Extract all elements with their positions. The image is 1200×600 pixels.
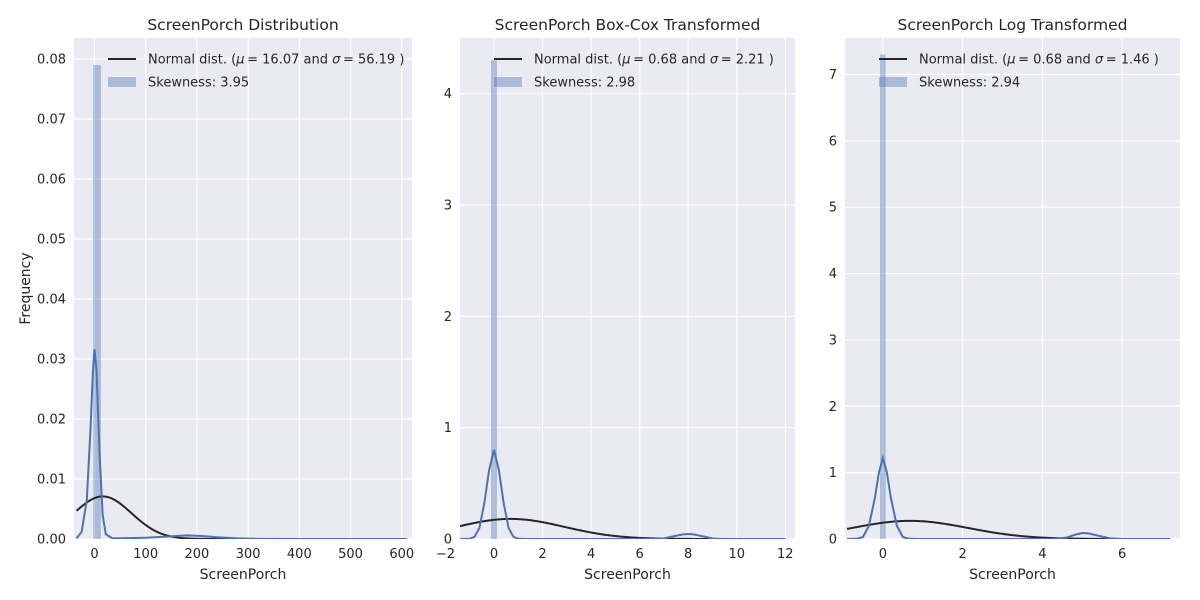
- x-tick-label: 0: [90, 547, 98, 562]
- legend-normal-label-part: μ: [621, 53, 630, 68]
- y-tick-label: 0.01: [37, 473, 66, 488]
- legend-skew-swatch: [879, 77, 907, 87]
- axes-background: [845, 38, 1180, 539]
- axes-background: [460, 38, 795, 539]
- x-tick-label: 4: [1038, 547, 1046, 562]
- y-tick-label: 0.03: [37, 353, 66, 368]
- legend-normal-label-part: = 56.19: [340, 53, 399, 68]
- legend-skew-label: Skewness: 2.94: [919, 76, 1020, 91]
- legend-skew-swatch: [108, 77, 136, 87]
- normal-fit-line: [75, 495, 407, 539]
- x-tick-label: 0: [490, 547, 498, 562]
- x-tick-label: 400: [287, 547, 312, 562]
- kde-line: [846, 454, 1171, 539]
- histogram-bar: [491, 60, 497, 539]
- legend-normal-label-part: = 1.46: [1103, 53, 1154, 68]
- x-tick-label: 10: [728, 547, 745, 562]
- plot-area: [75, 65, 407, 539]
- x-tick-label: 200: [184, 547, 209, 562]
- y-tick-label: 0.02: [37, 413, 66, 428]
- legend-normal-label-part: Normal dist. (: [534, 53, 622, 68]
- histogram-bar: [93, 65, 101, 539]
- x-tick-label: 100: [133, 547, 158, 562]
- x-axis-label: ScreenPorch: [969, 567, 1056, 583]
- legend-normal-label-part: ): [1154, 53, 1159, 68]
- y-tick-label: 5: [829, 201, 837, 216]
- legend-skew-swatch: [494, 77, 522, 87]
- y-tick-label: 3: [444, 199, 452, 214]
- plot-area: [460, 60, 786, 539]
- y-tick-label: 1: [829, 466, 837, 481]
- y-tick-label: 4: [829, 267, 837, 282]
- y-tick-label: 0.06: [37, 173, 66, 188]
- legend-normal-label-part: μ: [235, 53, 244, 68]
- x-tick-label: −2: [436, 547, 455, 562]
- legend-normal-label-part: Normal dist. (: [148, 53, 236, 68]
- x-tick-label: 600: [389, 547, 414, 562]
- x-tick-label: 2: [959, 547, 967, 562]
- y-tick-label: 1: [444, 421, 452, 436]
- x-tick-label: 500: [338, 547, 363, 562]
- legend-normal-label-part: σ: [332, 53, 341, 68]
- plot-area: [846, 54, 1171, 539]
- x-tick-label: 2: [538, 547, 546, 562]
- y-tick-label: 2: [829, 400, 837, 415]
- x-tick-label: 12: [777, 547, 794, 562]
- y-tick-label: 0.07: [37, 113, 66, 128]
- legend-normal-label-part: and: [299, 53, 332, 68]
- y-tick-label: 0.04: [37, 293, 66, 308]
- y-tick-label: 2: [444, 310, 452, 325]
- chart-title: ScreenPorch Log Transformed: [898, 16, 1128, 34]
- y-axis-label: Frequency: [18, 252, 34, 324]
- kde-line: [460, 449, 786, 539]
- legend-normal-label: Normal dist. (μ = 0.68 and σ = 2.21 ): [534, 53, 774, 68]
- legend-normal-label-part: μ: [1006, 53, 1015, 68]
- y-tick-label: 0.08: [37, 53, 66, 68]
- histogram-bar: [880, 54, 886, 539]
- y-tick-label: 4: [444, 87, 452, 102]
- y-tick-label: 0.00: [37, 533, 66, 548]
- y-tick-label: 6: [829, 134, 837, 149]
- chart-title: ScreenPorch Distribution: [147, 16, 338, 34]
- legend-normal-label-part: σ: [710, 53, 719, 68]
- kde-line: [75, 349, 407, 539]
- legend-normal-label-part: Normal dist. (: [919, 53, 1007, 68]
- x-axis-label: ScreenPorch: [584, 567, 671, 583]
- legend-skew-label: Skewness: 2.98: [534, 76, 635, 91]
- legend-normal-label-part: and: [677, 53, 710, 68]
- y-tick-label: 0: [444, 533, 452, 548]
- legend-normal-label-part: ): [769, 53, 774, 68]
- chart-title: ScreenPorch Box-Cox Transformed: [495, 16, 761, 34]
- legend-normal-label: Normal dist. (μ = 16.07 and σ = 56.19 ): [148, 53, 404, 68]
- y-tick-label: 3: [829, 333, 837, 348]
- panel-screenporch-log: 0 2 4 6 0 1 2 3 4 5 6 7 ScreenPorch Log Transformed S…: [829, 16, 1180, 583]
- x-tick-label: 6: [1118, 547, 1126, 562]
- y-tick-label: 0.05: [37, 233, 66, 248]
- legend-normal-label-part: = 0.68: [1016, 53, 1063, 68]
- x-tick-label: 300: [236, 547, 261, 562]
- y-tick-label: 7: [829, 68, 837, 83]
- normal-fit-line: [460, 517, 786, 539]
- x-tick-label: 0: [879, 547, 887, 562]
- panel-screenporch-distribution: 0 100 200 300 400 500 600 0.00 0.01 0.02 0.03 0.04 0…: [18, 16, 414, 583]
- axes-background: [74, 38, 412, 539]
- legend-normal-label-part: = 16.07: [245, 53, 300, 68]
- legend-normal-label-part: = 0.68: [631, 53, 678, 68]
- x-tick-label: 8: [684, 547, 692, 562]
- x-tick-label: 4: [587, 547, 595, 562]
- legend-normal-label-part: = 2.21: [718, 53, 769, 68]
- legend-normal-label-part: ): [399, 53, 404, 68]
- x-axis-label: ScreenPorch: [200, 567, 287, 583]
- legend-normal-label: Normal dist. (μ = 0.68 and σ = 1.46 ): [919, 53, 1159, 68]
- legend-normal-label-part: and: [1062, 53, 1095, 68]
- legend-skew-label: Skewness: 3.95: [148, 76, 249, 91]
- y-tick-label: 0: [829, 533, 837, 548]
- x-tick-label: 6: [635, 547, 643, 562]
- legend-normal-label-part: σ: [1095, 53, 1104, 68]
